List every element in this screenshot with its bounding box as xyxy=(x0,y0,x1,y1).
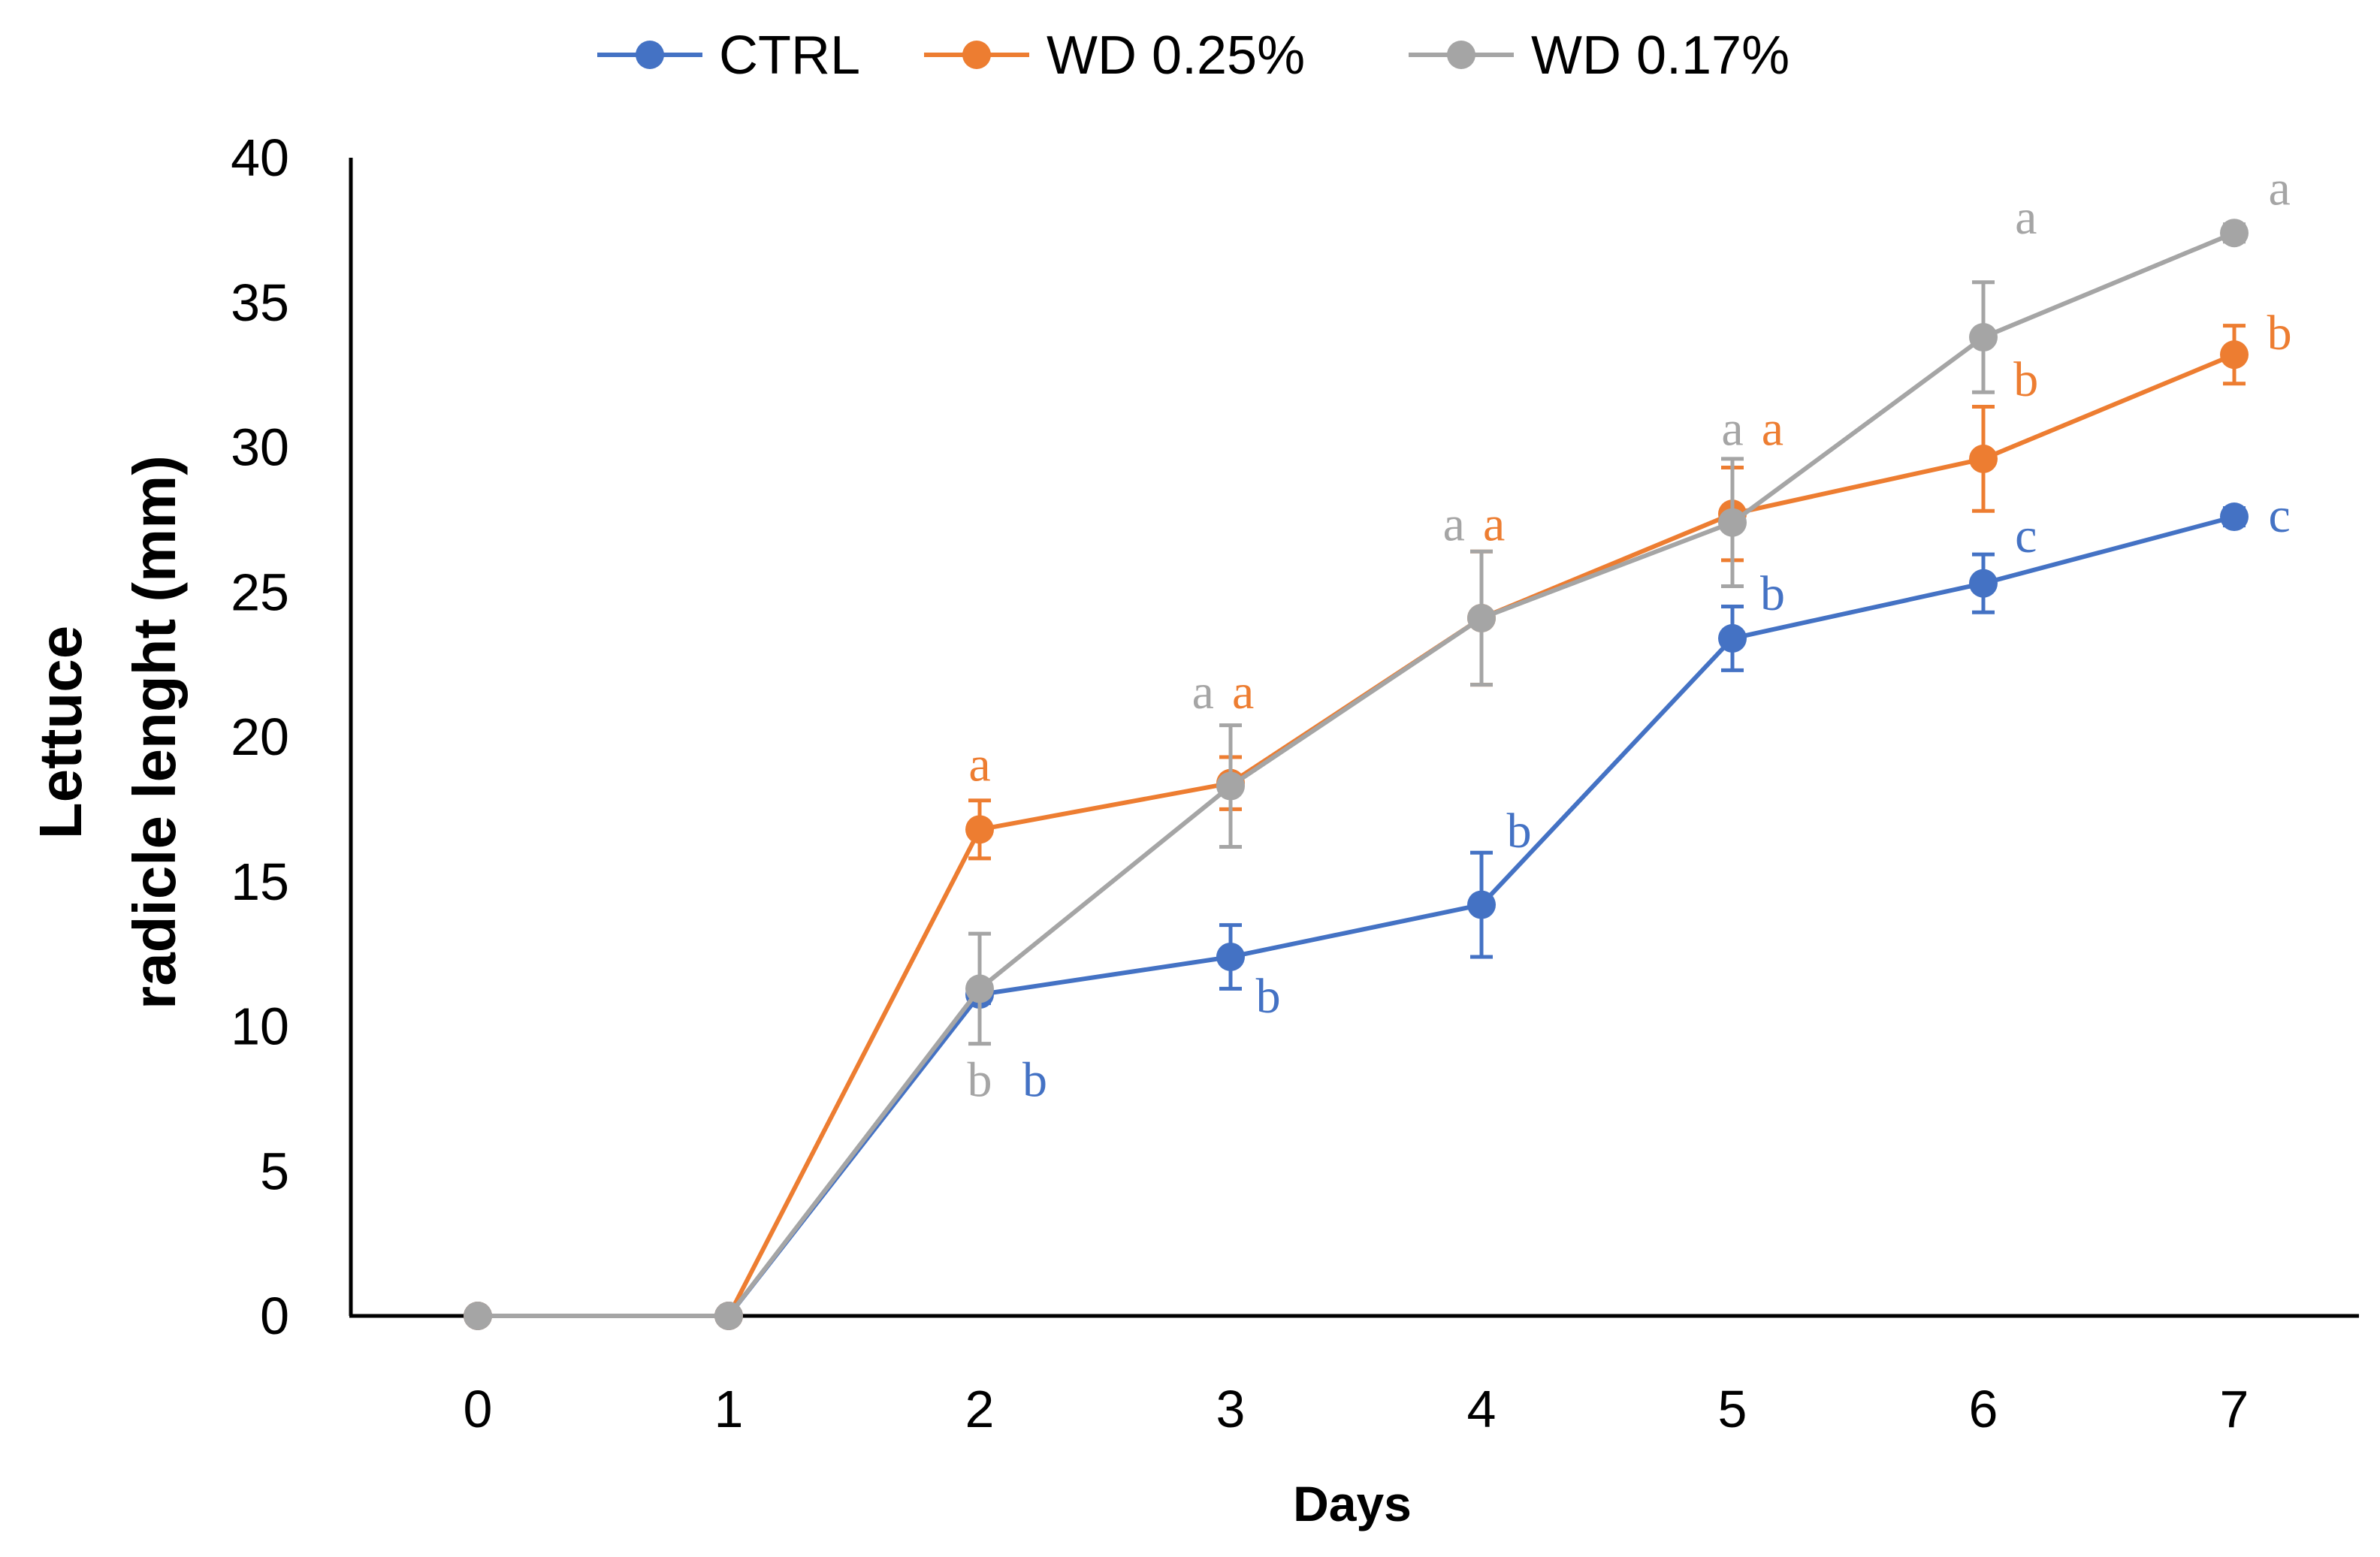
x-tick-label: 6 xyxy=(1969,1380,1998,1438)
y-tick-label: 30 xyxy=(231,418,289,477)
data-point-wd017 xyxy=(1969,323,1998,352)
series-line-wd017 xyxy=(478,231,2236,1318)
data-point-wd017 xyxy=(965,974,994,1003)
y-axis-title-line1: Lettuce xyxy=(27,626,94,840)
legend-item-wd017: WD 0.17% xyxy=(1409,26,1790,86)
data-point-ctrl xyxy=(1467,890,1496,919)
x-tick-label: 4 xyxy=(1467,1380,1497,1438)
x-axis-title: Days xyxy=(1293,1476,1412,1531)
data-point-wd017 xyxy=(1467,603,1496,632)
legend-wd017-marker xyxy=(1447,41,1475,69)
data-point-wd017 xyxy=(1718,508,1747,537)
y-tick-label: 10 xyxy=(231,997,289,1056)
significance-letter: a xyxy=(1721,401,1743,456)
legend-item-ctrl: CTRL xyxy=(597,26,860,86)
significance-letter: a xyxy=(1443,497,1465,552)
significance-letter: a xyxy=(1483,497,1505,552)
x-tick-label: 7 xyxy=(2220,1380,2249,1438)
legend-wd025-label: WD 0.25% xyxy=(1047,26,1305,86)
data-point-wd025 xyxy=(2220,340,2249,370)
y-axis-title: Lettuce radicle lenght (mm) xyxy=(27,455,188,1009)
significance-letter: a xyxy=(1192,665,1214,720)
significance-letter: b xyxy=(2267,306,2292,361)
y-tick-label: 0 xyxy=(260,1287,289,1345)
significance-letter: b xyxy=(1507,804,1532,858)
legend-wd017-label: WD 0.17% xyxy=(1531,26,1790,86)
x-tick-label: 3 xyxy=(1216,1380,1246,1438)
legend-wd025-marker xyxy=(962,41,991,69)
significance-letter: b xyxy=(968,1053,992,1108)
data-point-ctrl xyxy=(1718,623,1747,653)
significance-letter: a xyxy=(968,738,990,792)
x-tick-label: 2 xyxy=(965,1380,995,1438)
y-tick-labels: 0 5 10 15 20 25 30 35 40 xyxy=(231,128,289,1345)
data-point-ctrl xyxy=(1216,942,1245,971)
y-tick-label: 25 xyxy=(231,563,289,621)
significance-letter: c xyxy=(2015,508,2037,563)
data-point-wd025 xyxy=(965,815,994,844)
significance-letter: b xyxy=(1760,566,1785,621)
series-wd017 xyxy=(464,219,2249,1330)
legend-item-wd025: WD 0.25% xyxy=(924,26,1305,86)
significance-letter: b xyxy=(1256,969,1281,1024)
significance-letter: b xyxy=(2013,352,2038,407)
plot-area xyxy=(464,219,2249,1330)
x-tick-label: 0 xyxy=(464,1380,493,1438)
significance-letter: a xyxy=(2268,161,2290,216)
legend: CTRL WD 0.25% WD 0.17% xyxy=(597,26,1790,86)
x-tick-labels: 0 1 2 3 4 5 6 7 xyxy=(464,1380,2249,1438)
y-tick-label: 20 xyxy=(231,708,289,766)
data-point-ctrl xyxy=(2220,502,2249,532)
data-point-wd017 xyxy=(714,1302,743,1330)
x-tick-label: 5 xyxy=(1718,1380,1747,1438)
y-tick-label: 15 xyxy=(231,852,289,911)
x-tick-label: 1 xyxy=(714,1380,744,1438)
significance-letter: b xyxy=(1022,1053,1047,1108)
data-point-wd025 xyxy=(1969,444,1998,473)
data-point-wd017 xyxy=(1216,771,1245,801)
y-tick-label: 35 xyxy=(231,273,289,332)
data-point-ctrl xyxy=(1969,569,1998,598)
y-tick-label: 5 xyxy=(260,1142,289,1200)
legend-ctrl-label: CTRL xyxy=(719,26,860,86)
significance-letter: a xyxy=(2015,190,2037,245)
data-point-wd017 xyxy=(464,1302,492,1330)
legend-ctrl-marker xyxy=(636,41,664,69)
y-axis-title-line2: radicle lenght (mm) xyxy=(121,455,188,1009)
significance-letter: c xyxy=(2268,488,2290,543)
significance-letter: a xyxy=(1762,401,1783,456)
y-tick-label: 40 xyxy=(231,128,289,187)
significance-letter: a xyxy=(1232,665,1254,720)
data-point-wd017 xyxy=(2220,219,2249,248)
